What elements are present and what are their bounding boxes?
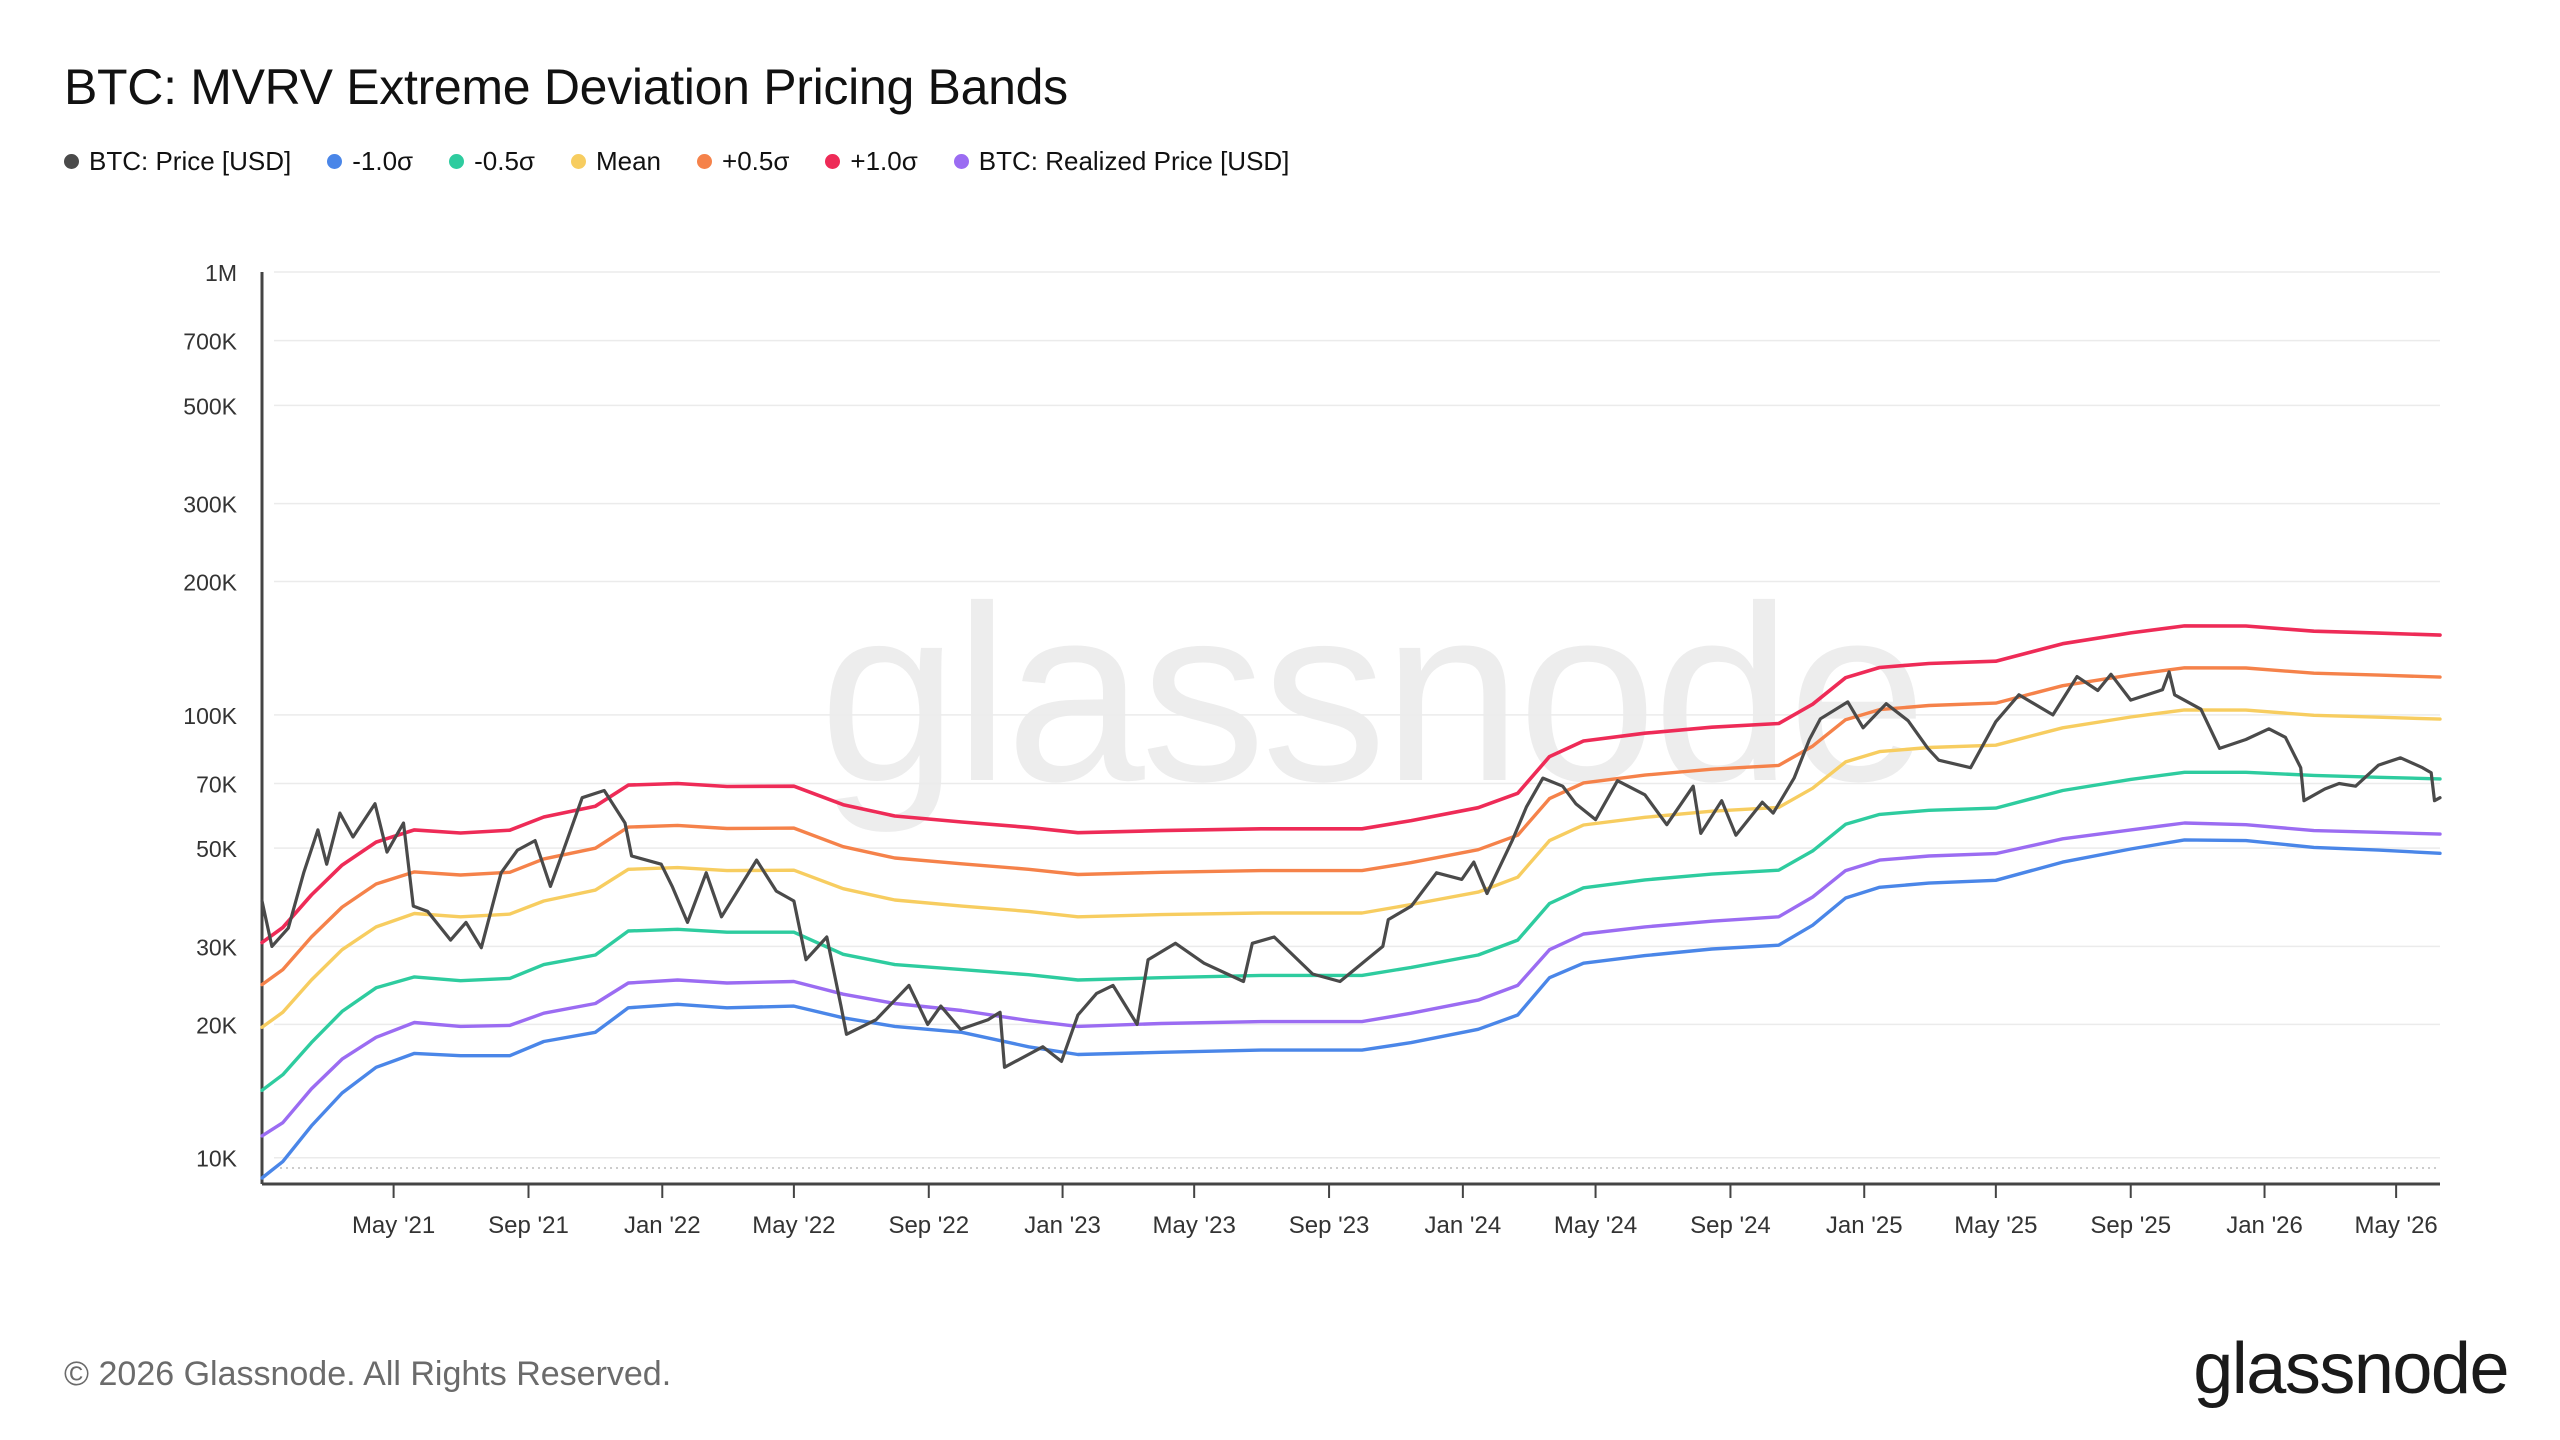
legend-label: BTC: Price [USD] [89, 146, 292, 176]
chart-title: BTC: MVRV Extreme Deviation Pricing Band… [64, 59, 1068, 115]
legend-label: +0.5σ [722, 146, 790, 176]
x-tick-label: Jan '24 [1425, 1212, 1502, 1239]
legend-item[interactable]: BTC: Price [USD] [64, 146, 291, 177]
series-line-1-0 [260, 838, 2442, 1180]
x-tick-label: May '25 [1954, 1212, 2037, 1239]
y-tick-label: 700K [183, 329, 237, 355]
x-tick-label: Sep '25 [2090, 1212, 2171, 1239]
legend-dot-icon [697, 154, 713, 169]
legend-item[interactable]: +1.0σ [825, 146, 918, 177]
x-tick-label: May '22 [752, 1212, 835, 1239]
legend-item[interactable]: -0.5σ [449, 146, 535, 177]
x-tick-label: Sep '24 [1690, 1212, 1771, 1239]
y-tick-label: 100K [183, 703, 237, 729]
legend-label: +1.0σ [850, 146, 918, 176]
x-tick-label: May '24 [1554, 1212, 1637, 1239]
legend-label: BTC: Realized Price [USD] [978, 146, 1290, 176]
y-tick-label: 70K [196, 771, 238, 797]
series-line-0-5 [260, 770, 2442, 1092]
x-tick-label: May '21 [352, 1212, 435, 1239]
legend-dot-icon [570, 154, 586, 169]
glassnode-logo: glassnode [2193, 1329, 2509, 1409]
legend-dot-icon [64, 154, 79, 169]
legend-label: -0.5σ [474, 146, 535, 176]
legend-label: Mean [595, 146, 662, 176]
x-tick-label: Jan '23 [1024, 1212, 1101, 1239]
y-tick-label: 1M [205, 260, 237, 286]
legend-item[interactable]: -1.0σ [327, 146, 413, 177]
y-tick-label: 20K [196, 1012, 238, 1038]
series-line-btc-price-usd [260, 670, 2442, 1069]
series-line-1-0 [260, 624, 2442, 945]
x-tick-label: Jan '22 [624, 1212, 701, 1239]
y-tick-label: 300K [183, 492, 237, 518]
legend-item[interactable]: BTC: Realized Price [USD] [953, 146, 1290, 177]
x-tick-label: Jan '26 [2226, 1212, 2303, 1239]
watermark-text: glassnode [819, 554, 1923, 833]
x-tick-label: May '26 [2354, 1212, 2437, 1239]
x-tick-label: Sep '21 [488, 1212, 569, 1239]
legend-dot-icon [449, 154, 465, 169]
y-tick-label: 10K [196, 1146, 238, 1172]
legend-item[interactable]: Mean [570, 146, 662, 177]
legend-dot-icon [953, 154, 969, 169]
x-tick-label: May '23 [1153, 1212, 1236, 1239]
legend-label: -1.0σ [352, 146, 414, 176]
chart-legend: BTC: Price [USD] -1.0σ -0.5σ Mean +0.5σ +1.0σ… [64, 146, 1289, 177]
legend-dot-icon [327, 154, 343, 169]
y-tick-label: 200K [183, 570, 237, 596]
y-tick-label: 50K [196, 836, 238, 862]
legend-item[interactable]: +0.5σ [697, 146, 789, 177]
y-tick-label: 30K [196, 934, 238, 960]
series-line-mean [260, 708, 2442, 1029]
legend-dot-icon [825, 154, 841, 169]
x-tick-label: Sep '23 [1289, 1212, 1370, 1239]
copyright-footer: © 2026 Glassnode. All Rights Reserved. [64, 1355, 672, 1393]
x-tick-label: Jan '25 [1826, 1212, 1903, 1239]
x-tick-label: Sep '22 [888, 1212, 969, 1239]
series-line-btc-realized-price-usd [260, 821, 2442, 1138]
y-tick-label: 500K [183, 393, 237, 419]
